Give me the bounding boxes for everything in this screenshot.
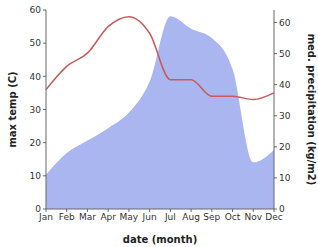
svg-text:10: 10	[279, 173, 291, 183]
svg-text:40: 40	[30, 72, 42, 82]
svg-text:Jan: Jan	[39, 212, 53, 223]
svg-text:30: 30	[279, 111, 291, 121]
svg-text:40: 40	[279, 80, 291, 90]
svg-text:May: May	[120, 212, 139, 222]
svg-text:Nov: Nov	[244, 212, 262, 222]
svg-text:30: 30	[30, 105, 42, 115]
svg-text:Apr: Apr	[100, 212, 116, 222]
svg-text:20: 20	[30, 138, 42, 148]
svg-text:50: 50	[279, 49, 291, 59]
svg-text:Mar: Mar	[79, 212, 96, 222]
svg-text:Jun: Jun	[142, 212, 157, 222]
svg-text:Aug: Aug	[182, 212, 200, 222]
svg-text:0: 0	[35, 204, 41, 214]
svg-text:60: 60	[279, 18, 291, 28]
svg-text:Dec: Dec	[265, 212, 283, 223]
svg-text:Feb: Feb	[59, 212, 75, 222]
svg-text:date (month): date (month)	[123, 234, 197, 245]
svg-text:60: 60	[30, 5, 42, 15]
svg-text:max temp (C): max temp (C)	[8, 71, 18, 147]
svg-text:Jul: Jul	[164, 212, 176, 222]
svg-text:0: 0	[279, 204, 285, 214]
svg-text:med. precipitation (kg/m2): med. precipitation (kg/m2)	[306, 34, 310, 186]
svg-text:20: 20	[279, 142, 291, 152]
svg-text:Sep: Sep	[203, 212, 220, 222]
svg-text:50: 50	[30, 38, 42, 48]
svg-text:Oct: Oct	[225, 212, 241, 222]
svg-text:10: 10	[30, 171, 42, 181]
